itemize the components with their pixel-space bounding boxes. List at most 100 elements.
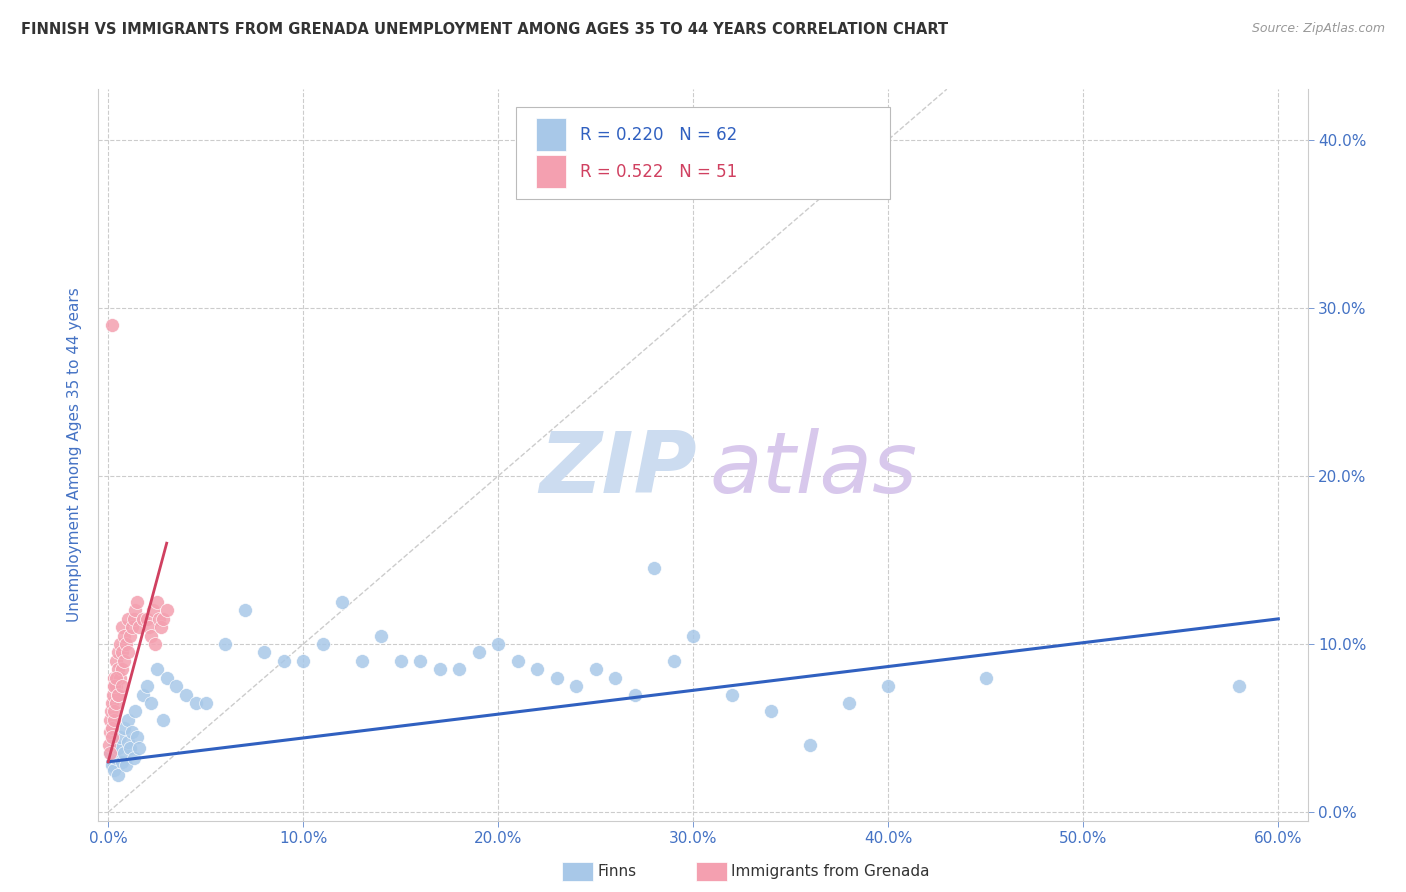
Point: [128, 620, 150, 634]
Point: [132, 688, 155, 702]
Point: [292, 654, 315, 668]
Point: [526, 662, 548, 676]
Point: [103, 763, 125, 777]
Point: [643, 561, 665, 575]
Point: [174, 688, 197, 702]
Point: [330, 595, 353, 609]
Text: Finns: Finns: [598, 864, 637, 879]
Point: [148, 612, 170, 626]
Point: [117, 645, 139, 659]
Point: [117, 734, 139, 748]
Point: [682, 629, 704, 643]
Point: [118, 629, 141, 643]
Point: [128, 741, 150, 756]
Point: [146, 662, 169, 676]
Point: [389, 654, 412, 668]
Point: [100, 704, 122, 718]
Point: [103, 704, 125, 718]
Text: FINNISH VS IMMIGRANTS FROM GRENADA UNEMPLOYMENT AMONG AGES 35 TO 44 YEARS CORREL: FINNISH VS IMMIGRANTS FROM GRENADA UNEMP…: [21, 22, 948, 37]
Point: [98, 738, 121, 752]
Point: [103, 738, 125, 752]
FancyBboxPatch shape: [536, 119, 567, 152]
Point: [184, 696, 207, 710]
Point: [124, 704, 146, 718]
Point: [112, 747, 135, 761]
Text: R = 0.220   N = 62: R = 0.220 N = 62: [579, 127, 737, 145]
Point: [146, 595, 169, 609]
Point: [101, 688, 124, 702]
FancyBboxPatch shape: [516, 108, 890, 199]
Point: [118, 741, 141, 756]
Point: [214, 637, 236, 651]
Point: [112, 721, 135, 735]
Point: [1227, 679, 1250, 693]
Text: Immigrants from Grenada: Immigrants from Grenada: [731, 864, 929, 879]
Point: [112, 654, 135, 668]
Text: atlas: atlas: [709, 428, 917, 511]
Point: [143, 637, 166, 651]
Point: [662, 654, 685, 668]
Point: [623, 688, 645, 702]
Point: [138, 620, 160, 634]
Point: [107, 688, 129, 702]
Point: [165, 679, 187, 693]
Y-axis label: Unemployment Among Ages 35 to 44 years: Unemployment Among Ages 35 to 44 years: [67, 287, 83, 623]
Point: [98, 713, 121, 727]
Point: [350, 654, 373, 668]
Point: [122, 612, 145, 626]
Point: [107, 645, 129, 659]
Text: ZIP: ZIP: [540, 428, 697, 511]
Point: [107, 741, 129, 756]
Point: [761, 704, 783, 718]
Point: [111, 679, 134, 693]
Text: Source: ZipAtlas.com: Source: ZipAtlas.com: [1251, 22, 1385, 36]
Point: [111, 620, 134, 634]
Point: [194, 696, 217, 710]
Point: [132, 612, 155, 626]
Point: [108, 637, 131, 651]
Point: [103, 713, 125, 727]
Point: [139, 696, 162, 710]
Point: [117, 612, 139, 626]
Point: [103, 679, 125, 693]
Point: [111, 645, 134, 659]
Point: [370, 629, 392, 643]
Point: [117, 713, 139, 727]
Point: [139, 629, 162, 643]
Point: [877, 679, 900, 693]
Point: [98, 747, 121, 761]
Point: [253, 645, 276, 659]
Point: [104, 671, 127, 685]
Point: [429, 662, 451, 676]
Point: [127, 595, 149, 609]
Point: [838, 696, 860, 710]
Point: [101, 318, 124, 332]
Point: [273, 654, 295, 668]
Point: [799, 738, 821, 752]
Point: [233, 603, 256, 617]
Point: [121, 724, 143, 739]
Point: [409, 654, 432, 668]
Point: [152, 713, 174, 727]
Point: [98, 747, 121, 761]
Point: [103, 671, 125, 685]
Point: [104, 751, 127, 765]
Point: [98, 724, 121, 739]
Point: [114, 637, 136, 651]
Point: [156, 671, 179, 685]
Point: [152, 612, 174, 626]
Point: [104, 696, 127, 710]
Point: [104, 654, 127, 668]
Point: [101, 758, 124, 772]
Point: [565, 679, 588, 693]
Point: [114, 758, 136, 772]
Point: [103, 679, 125, 693]
Point: [122, 751, 145, 765]
Point: [585, 662, 607, 676]
Point: [104, 679, 127, 693]
Point: [101, 696, 124, 710]
Point: [111, 662, 134, 676]
Point: [108, 730, 131, 744]
Point: [121, 620, 143, 634]
Point: [112, 629, 135, 643]
